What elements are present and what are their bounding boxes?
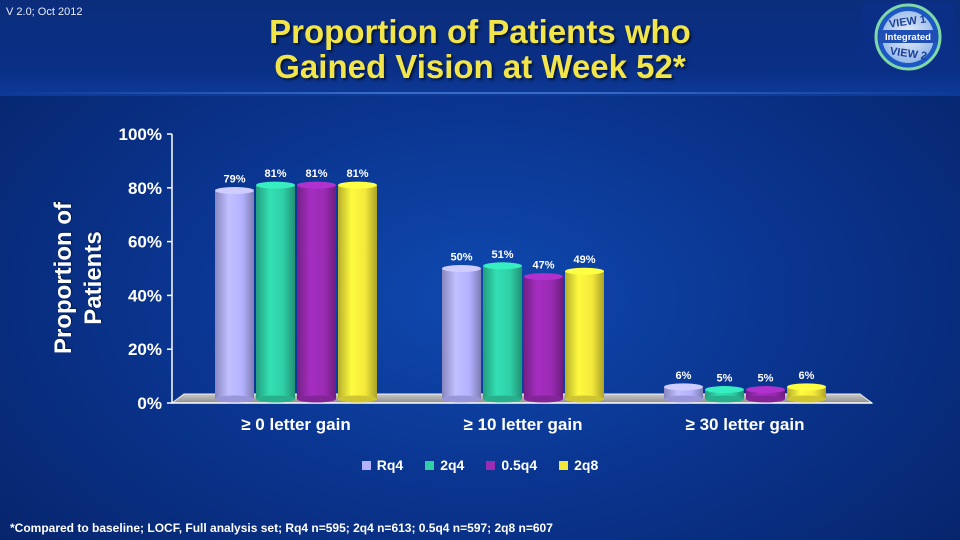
legend-item: Rq4 [361,457,404,473]
y-tick-label: 0% [137,394,162,413]
data-label: 79% [223,173,245,185]
bar-body [746,389,785,399]
bar-2q8-1 [565,267,604,403]
data-label: 5% [758,373,774,385]
bar-Rq4-1 [442,265,481,403]
bar-body [787,386,826,399]
bar-top [565,267,604,275]
bar-body [442,268,481,399]
bar-body [483,265,522,399]
bar-2q4-2 [705,386,744,403]
bar-top [338,181,377,189]
legend-item: 2q8 [559,457,598,473]
bar-0.5q4-0 [297,181,336,403]
bar-body [215,190,254,399]
bar-0.5q4-2 [746,386,785,403]
bar-bottom [297,395,336,403]
legend-label: 0.5q4 [501,457,538,473]
legend-swatch [361,460,371,470]
bar-bottom [215,395,254,403]
bar-2q8-0 [338,181,377,403]
bar-bottom [442,395,481,403]
y-tick-label: 60% [128,233,162,252]
data-label: 49% [573,254,595,266]
bar-body [565,271,604,399]
bar-body [524,276,563,399]
data-label: 50% [450,252,472,264]
data-label: 81% [264,168,286,180]
bar-0.5q4-1 [524,273,563,403]
bar-top [442,265,481,272]
bar-bottom [705,395,744,403]
bar-2q4-0 [256,181,295,403]
bar-Rq4-0 [215,186,254,403]
bar-body [338,185,377,399]
legend-swatch [486,460,496,470]
header-divider [0,92,960,94]
bar-bottom [787,395,826,403]
logo-bottom-text: VIEW 2 [889,45,928,62]
bar-2q4-1 [483,262,522,403]
bar-bottom [483,395,522,403]
data-label: 6% [799,370,815,382]
data-label: 5% [717,373,733,385]
legend-item: 0.5q4 [486,457,537,473]
bar-bottom [664,395,703,403]
bar-bottom [256,395,295,403]
bar-bottom [524,395,563,403]
bar-body [297,185,336,399]
x-category-label: ≥ 10 letter gain [464,415,583,434]
bar-top [787,383,826,391]
legend-label: Rq4 [376,457,404,473]
header-band [0,0,960,96]
logo-top-text: VIEW 1 [888,13,927,30]
footnote: *Compared to baseline; LOCF, Full analys… [10,521,553,535]
legend-label: 2q4 [440,457,465,473]
bar-top [524,273,563,281]
x-category-label: ≥ 30 letter gain [686,415,805,434]
data-label: 6% [676,370,692,382]
y-tick-label: 40% [128,286,162,305]
bar-Rq4-2 [664,383,703,403]
title-line-2: Gained Vision at Week 52* [274,48,686,85]
bar-top [746,386,785,394]
bar-top [664,383,703,391]
data-label: 81% [346,168,368,180]
data-label: 47% [532,260,554,272]
bar-top [297,181,336,189]
slide-title: Proportion of Patients who Gained Vision… [0,14,960,84]
data-label: 81% [305,168,327,180]
logo-middle-text: Integrated [885,32,931,43]
bar-bottom [338,395,377,403]
chart-legend: Rq4 2q4 0.5q4 2q8 [0,455,960,475]
y-tick-label: 20% [128,340,162,359]
bar-top [483,262,522,270]
legend-swatch [425,460,435,470]
bar-bottom [746,395,785,403]
data-label: 51% [491,249,513,261]
bar-2q8-2 [787,383,826,403]
title-line-1: Proportion of Patients who [269,13,691,50]
bar-top [256,181,295,189]
bar-body [664,386,703,399]
y-tick-label: 100% [119,125,162,144]
bar-body [705,389,744,399]
bar-top [705,386,744,394]
legend-label: 2q8 [574,457,599,473]
legend-swatch [559,460,569,470]
legend-item: 2q4 [425,457,464,473]
y-tick-label: 80% [128,179,162,198]
bar-body [256,185,295,399]
version-label: V 2.0; Oct 2012 [6,6,83,18]
view-integrated-logo: VIEW 1 Integrated VIEW 2 [862,2,954,72]
bar-top [215,186,254,194]
x-category-label: ≥ 0 letter gain [241,415,350,434]
bar-bottom [565,395,604,403]
